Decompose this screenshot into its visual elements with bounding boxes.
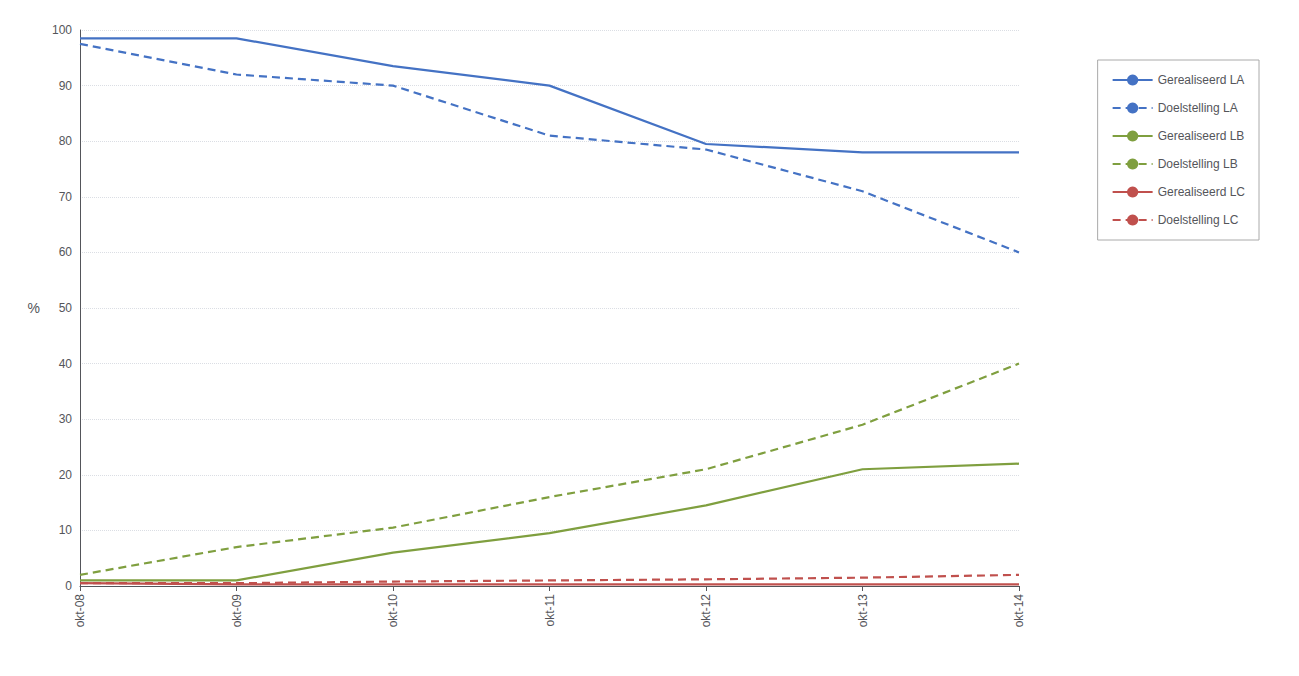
svg-text:40: 40 [59,357,73,371]
svg-text:70: 70 [59,190,73,204]
svg-text:60: 60 [59,245,73,259]
svg-text:90: 90 [59,79,73,93]
svg-text:Gerealiseerd LC: Gerealiseerd LC [1158,185,1246,199]
svg-text:okt-13: okt-13 [856,594,870,628]
svg-text:%: % [28,300,40,316]
svg-text:20: 20 [59,468,73,482]
svg-text:okt-12: okt-12 [699,594,713,628]
svg-text:0: 0 [65,579,72,593]
svg-text:Doelstelling LC: Doelstelling LC [1158,213,1239,227]
svg-text:okt-09: okt-09 [230,594,244,628]
svg-text:50: 50 [59,301,73,315]
svg-text:okt-14: okt-14 [1012,594,1026,628]
svg-text:100: 100 [52,23,72,37]
svg-text:okt-10: okt-10 [386,594,400,628]
svg-text:30: 30 [59,412,73,426]
svg-text:10: 10 [59,523,73,537]
svg-text:Doelstelling LA: Doelstelling LA [1158,101,1238,115]
svg-text:Gerealiseerd LA: Gerealiseerd LA [1158,73,1245,87]
svg-text:Doelstelling LB: Doelstelling LB [1158,157,1238,171]
svg-text:Gerealiseerd LB: Gerealiseerd LB [1158,129,1245,143]
svg-text:80: 80 [59,134,73,148]
svg-text:okt-11: okt-11 [543,594,557,627]
svg-text:okt-08: okt-08 [73,594,87,628]
